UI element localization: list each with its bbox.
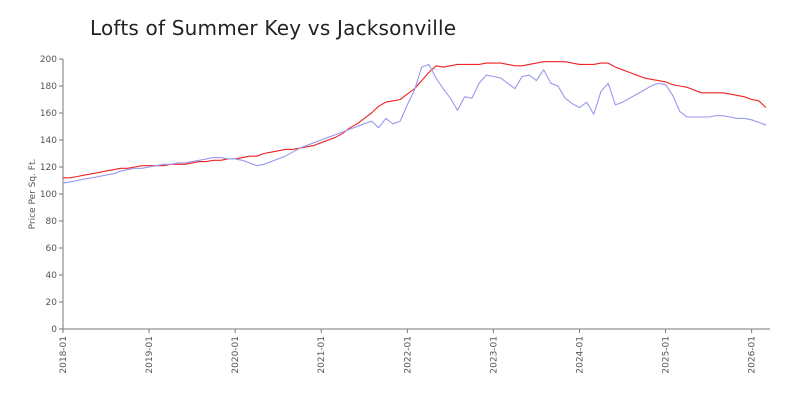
axes [62, 59, 770, 330]
y-tick-label: 20 [46, 298, 58, 308]
x-tick-label: 2023-01 [489, 336, 499, 374]
y-tick-label: 100 [40, 190, 57, 200]
y-tick-label: 200 [40, 55, 57, 65]
series-layer [62, 61, 767, 184]
y-tick-label: 60 [46, 244, 58, 254]
x-tick-label: 2025-01 [662, 336, 672, 374]
x-tick-label: 2022-01 [403, 336, 413, 374]
series-line-1 [63, 61, 767, 179]
x-tick-label: 2021-01 [317, 336, 327, 374]
chart-title: Lofts of Summer Key vs Jacksonville [90, 16, 457, 40]
x-tick-label: 2026-01 [748, 336, 758, 374]
y-tick-label: 180 [40, 82, 57, 92]
y-ticks: 0 20 40 60 80 100 120 140 160 180 200 [40, 55, 63, 335]
y-tick-label: 140 [40, 136, 57, 146]
x-tick-label: 2020-01 [231, 336, 241, 374]
y-axis-title: Price Per Sq. Ft. [28, 159, 38, 230]
y-tick-label: 80 [46, 217, 58, 227]
x-ticks: 2018-01 2019-01 2020-01 2021-01 2022-01 2023-… [59, 329, 758, 374]
x-tick-label: 2018-01 [59, 336, 69, 374]
y-tick-label: 40 [46, 271, 58, 281]
y-tick-label: 0 [51, 325, 57, 335]
x-tick-label: 2019-01 [145, 336, 155, 374]
x-tick-label: 2024-01 [575, 336, 585, 374]
series-line-2 [62, 63, 767, 184]
y-tick-label: 160 [40, 109, 57, 119]
y-tick-label: 120 [40, 163, 57, 173]
